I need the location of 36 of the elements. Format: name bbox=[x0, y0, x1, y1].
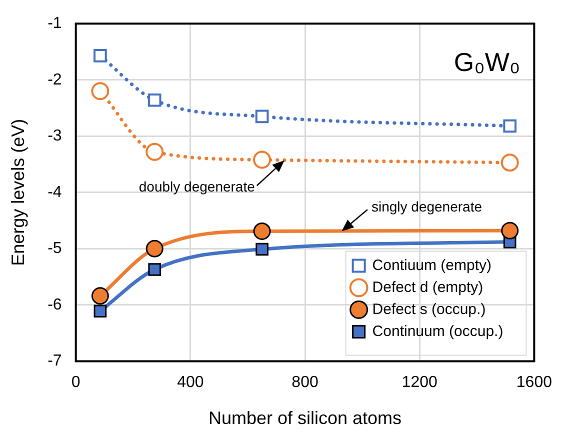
x-tick-label: 800 bbox=[292, 374, 318, 392]
legend-label: Contiuum (empty) bbox=[372, 256, 492, 274]
point bbox=[503, 119, 517, 133]
legend-label: Defect d (empty) bbox=[372, 278, 484, 296]
annotation: G₀W₀ bbox=[454, 46, 520, 77]
point bbox=[146, 240, 164, 258]
y-tick-label: -3 bbox=[48, 128, 62, 145]
point bbox=[253, 150, 272, 169]
point bbox=[501, 222, 519, 240]
point bbox=[256, 242, 268, 256]
point bbox=[146, 142, 164, 161]
y-tick-label: -2 bbox=[48, 71, 62, 88]
point bbox=[148, 263, 162, 276]
point bbox=[500, 154, 519, 172]
y-tick-label: -1 bbox=[48, 15, 62, 32]
annotation: doubly degenerate bbox=[138, 178, 256, 195]
y-tick-label: -5 bbox=[48, 240, 62, 258]
x-tick-label: 400 bbox=[177, 374, 204, 392]
point bbox=[94, 49, 107, 62]
legend-label: Defect s (occup.) bbox=[372, 300, 486, 318]
y-tick-label: -7 bbox=[48, 352, 62, 370]
legend-label: Continuum (occup.) bbox=[372, 322, 504, 340]
annotation: singly degenerate bbox=[371, 198, 482, 214]
point bbox=[148, 93, 162, 107]
point bbox=[255, 110, 269, 124]
point bbox=[91, 82, 110, 100]
y-tick-label: -4 bbox=[48, 184, 62, 201]
y-axis-title: Energy levels (eV) bbox=[8, 118, 28, 266]
point bbox=[253, 222, 271, 240]
x-tick-label: 1600 bbox=[516, 374, 552, 392]
x-tick-label: 1200 bbox=[402, 374, 438, 392]
point bbox=[91, 287, 109, 305]
x-tick-label: 0 bbox=[71, 374, 80, 392]
x-axis-title: Number of silicon atoms bbox=[208, 408, 402, 428]
point bbox=[94, 304, 107, 318]
y-tick-label: -6 bbox=[48, 296, 62, 314]
